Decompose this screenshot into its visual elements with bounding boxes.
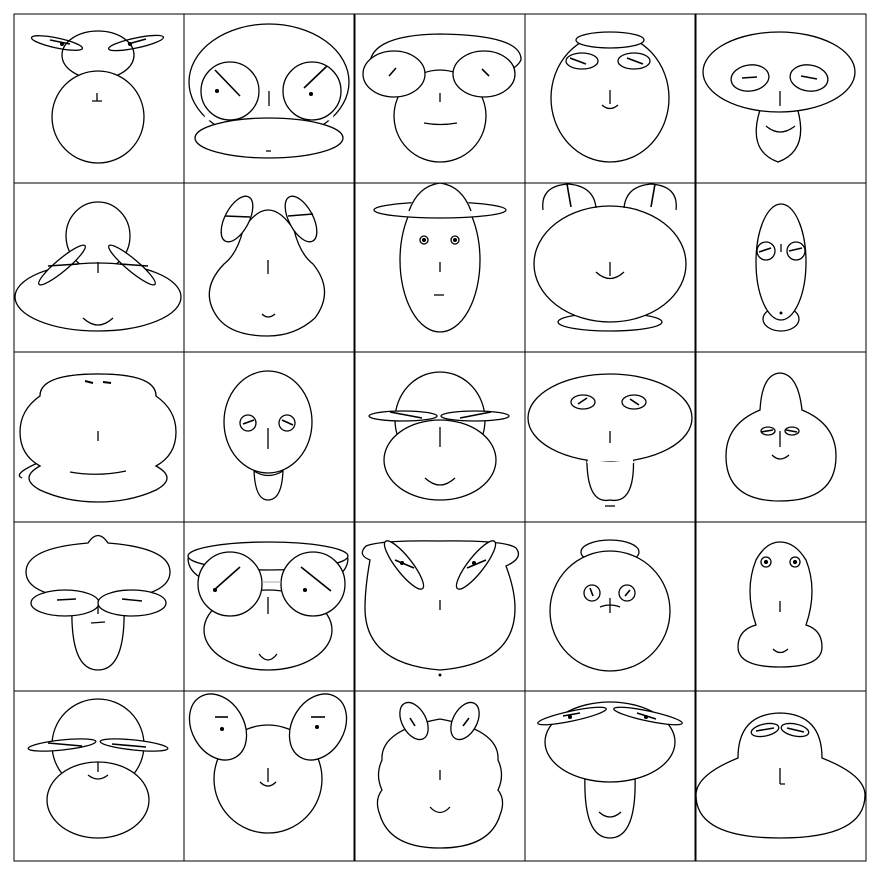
right-eye [282,61,342,121]
panel-2-2 [183,182,355,353]
left-eye [730,64,770,92]
left-eye [383,540,425,590]
face-5-5 [695,712,866,839]
mouth [90,621,106,624]
face-3-1 [18,373,177,503]
right-eye [450,701,480,741]
right-eye [780,722,810,738]
right-eye [97,589,167,617]
right-eye [99,738,169,752]
nose [779,768,785,785]
face-2-4 [533,183,687,332]
right-eye [789,556,801,568]
face-4-5 [737,541,823,668]
right-eye [280,551,346,617]
panel-grid [13,13,867,862]
left-eye [200,61,260,121]
mouth [87,774,109,780]
left-eye [760,556,772,568]
mouth [69,470,127,475]
mouth [438,673,442,677]
right-eye [278,414,296,432]
left-eye [750,722,780,738]
face-2-2 [208,195,326,337]
left-eye [239,414,257,432]
face-3-3 [368,371,510,501]
mouth [424,477,456,486]
right-eye [784,426,800,436]
face-4-2 [187,541,349,671]
face-2-1 [14,201,182,332]
right-eye [618,584,636,602]
face-1-2 [188,23,350,159]
face-5-4 [537,701,683,839]
panel-4-5 [695,521,867,692]
mouth [772,648,789,654]
right-eye [786,241,806,261]
left-eye [756,241,776,261]
left-eye [197,551,263,617]
mouth [423,122,458,126]
right-eye [450,235,460,245]
face-1-5 [702,31,856,163]
face-3-5 [725,372,837,502]
right-eye [621,394,647,410]
left-eye [220,195,254,243]
left-eye [760,426,776,436]
mouth [261,313,276,318]
nose [92,93,102,102]
left-eye [188,693,248,761]
mouth [258,653,278,661]
mouth [595,271,625,280]
face-3-4 [527,373,693,507]
left-eye [419,235,429,245]
left-eye [583,584,601,602]
face-1-3 [362,33,522,163]
left-eye [537,706,607,726]
panel-5-5 [695,690,867,862]
mouth [82,317,114,326]
mouth [429,806,451,814]
left-eye [565,52,599,70]
right-eye [107,34,165,52]
face-1-4 [550,31,670,163]
face-4-1 [25,534,171,671]
panel-5-2 [183,690,355,862]
face-2-3 [373,182,507,333]
left-eye [399,701,429,741]
left-eye [362,50,426,98]
face-4-3 [361,540,520,677]
face-5-3 [376,701,504,849]
panel-3-5 [695,351,867,523]
face-2-5 [755,203,807,332]
left-eye [570,394,596,410]
nose [259,768,277,787]
right-eye [789,64,829,92]
right-eye [452,50,516,98]
face-4-4 [549,539,671,672]
face-1-1 [30,30,165,164]
right-eye [440,410,510,422]
mouth [601,104,619,110]
panel-5-4 [524,690,696,862]
left-eye [368,410,438,422]
left-eye [30,589,100,617]
face-5-1 [27,698,169,839]
face-3-2 [223,370,313,501]
mouth [771,454,790,460]
face-5-2 [188,693,348,834]
nose [599,598,621,613]
mouth [765,125,796,133]
left-eye [30,35,84,51]
mouth [598,811,622,818]
